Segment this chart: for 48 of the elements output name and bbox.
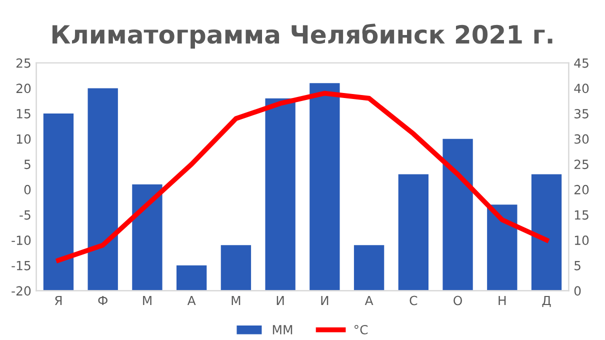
y2-tick-label: 30 [574, 134, 589, 144]
y2-tick-label: 25 [574, 160, 588, 170]
y-tick-label: 15 [16, 109, 30, 118]
x-tick-label: Н [498, 296, 506, 306]
line-series [56, 90, 549, 263]
bar [531, 174, 562, 291]
y-tick-label: 20 [16, 84, 31, 94]
x-tick-label: М [232, 296, 240, 306]
y-tick-label: 5 [24, 160, 30, 170]
bar [487, 204, 518, 291]
y-tick-label: -15 [12, 261, 30, 270]
x-tick-label: Ф [98, 296, 108, 306]
x-tick-label: И [321, 296, 328, 306]
bar [220, 245, 252, 291]
bar [176, 265, 207, 291]
bar [310, 83, 340, 291]
x-tick-label: Я [54, 296, 62, 306]
y2-tick-label: 40 [574, 84, 589, 94]
legend-label: °C [354, 324, 368, 334]
y-tick-label: 0 [24, 184, 31, 194]
y2-tick-label: 35 [574, 108, 588, 118]
y2-tick-label: 45 [574, 58, 588, 68]
x-tick-label: С [410, 296, 418, 306]
y-tick-label: 10 [16, 134, 31, 144]
y2-tick-label: 0 [574, 286, 581, 296]
bar [43, 114, 74, 291]
y-tick-label: -10 [12, 236, 31, 246]
y2-tick-label: 20 [574, 184, 589, 194]
x-tick-label: И [276, 296, 284, 306]
legend-label: ММ [272, 325, 292, 334]
bar [265, 98, 296, 291]
x-tick-label: А [364, 296, 374, 306]
y2-tick-label: 10 [574, 236, 589, 246]
x-tick-label: А [187, 296, 196, 306]
y-tick-label: 25 [16, 58, 30, 68]
y2-tick-label: 15 [574, 210, 588, 220]
chart-title: Климатограмма Челябинск 2021 г. [52, 24, 552, 49]
y-tick-label: -20 [12, 286, 31, 296]
bar [132, 184, 162, 291]
x-tick-label: М [143, 296, 152, 306]
bar [398, 174, 428, 291]
y2-tick-label: 5 [574, 261, 580, 270]
x-tick-label: О [454, 296, 462, 306]
bar [442, 138, 473, 291]
bar [88, 88, 118, 291]
x-tick-label: Д [542, 296, 551, 308]
y-tick-label: -5 [20, 210, 30, 220]
bar [354, 245, 384, 291]
